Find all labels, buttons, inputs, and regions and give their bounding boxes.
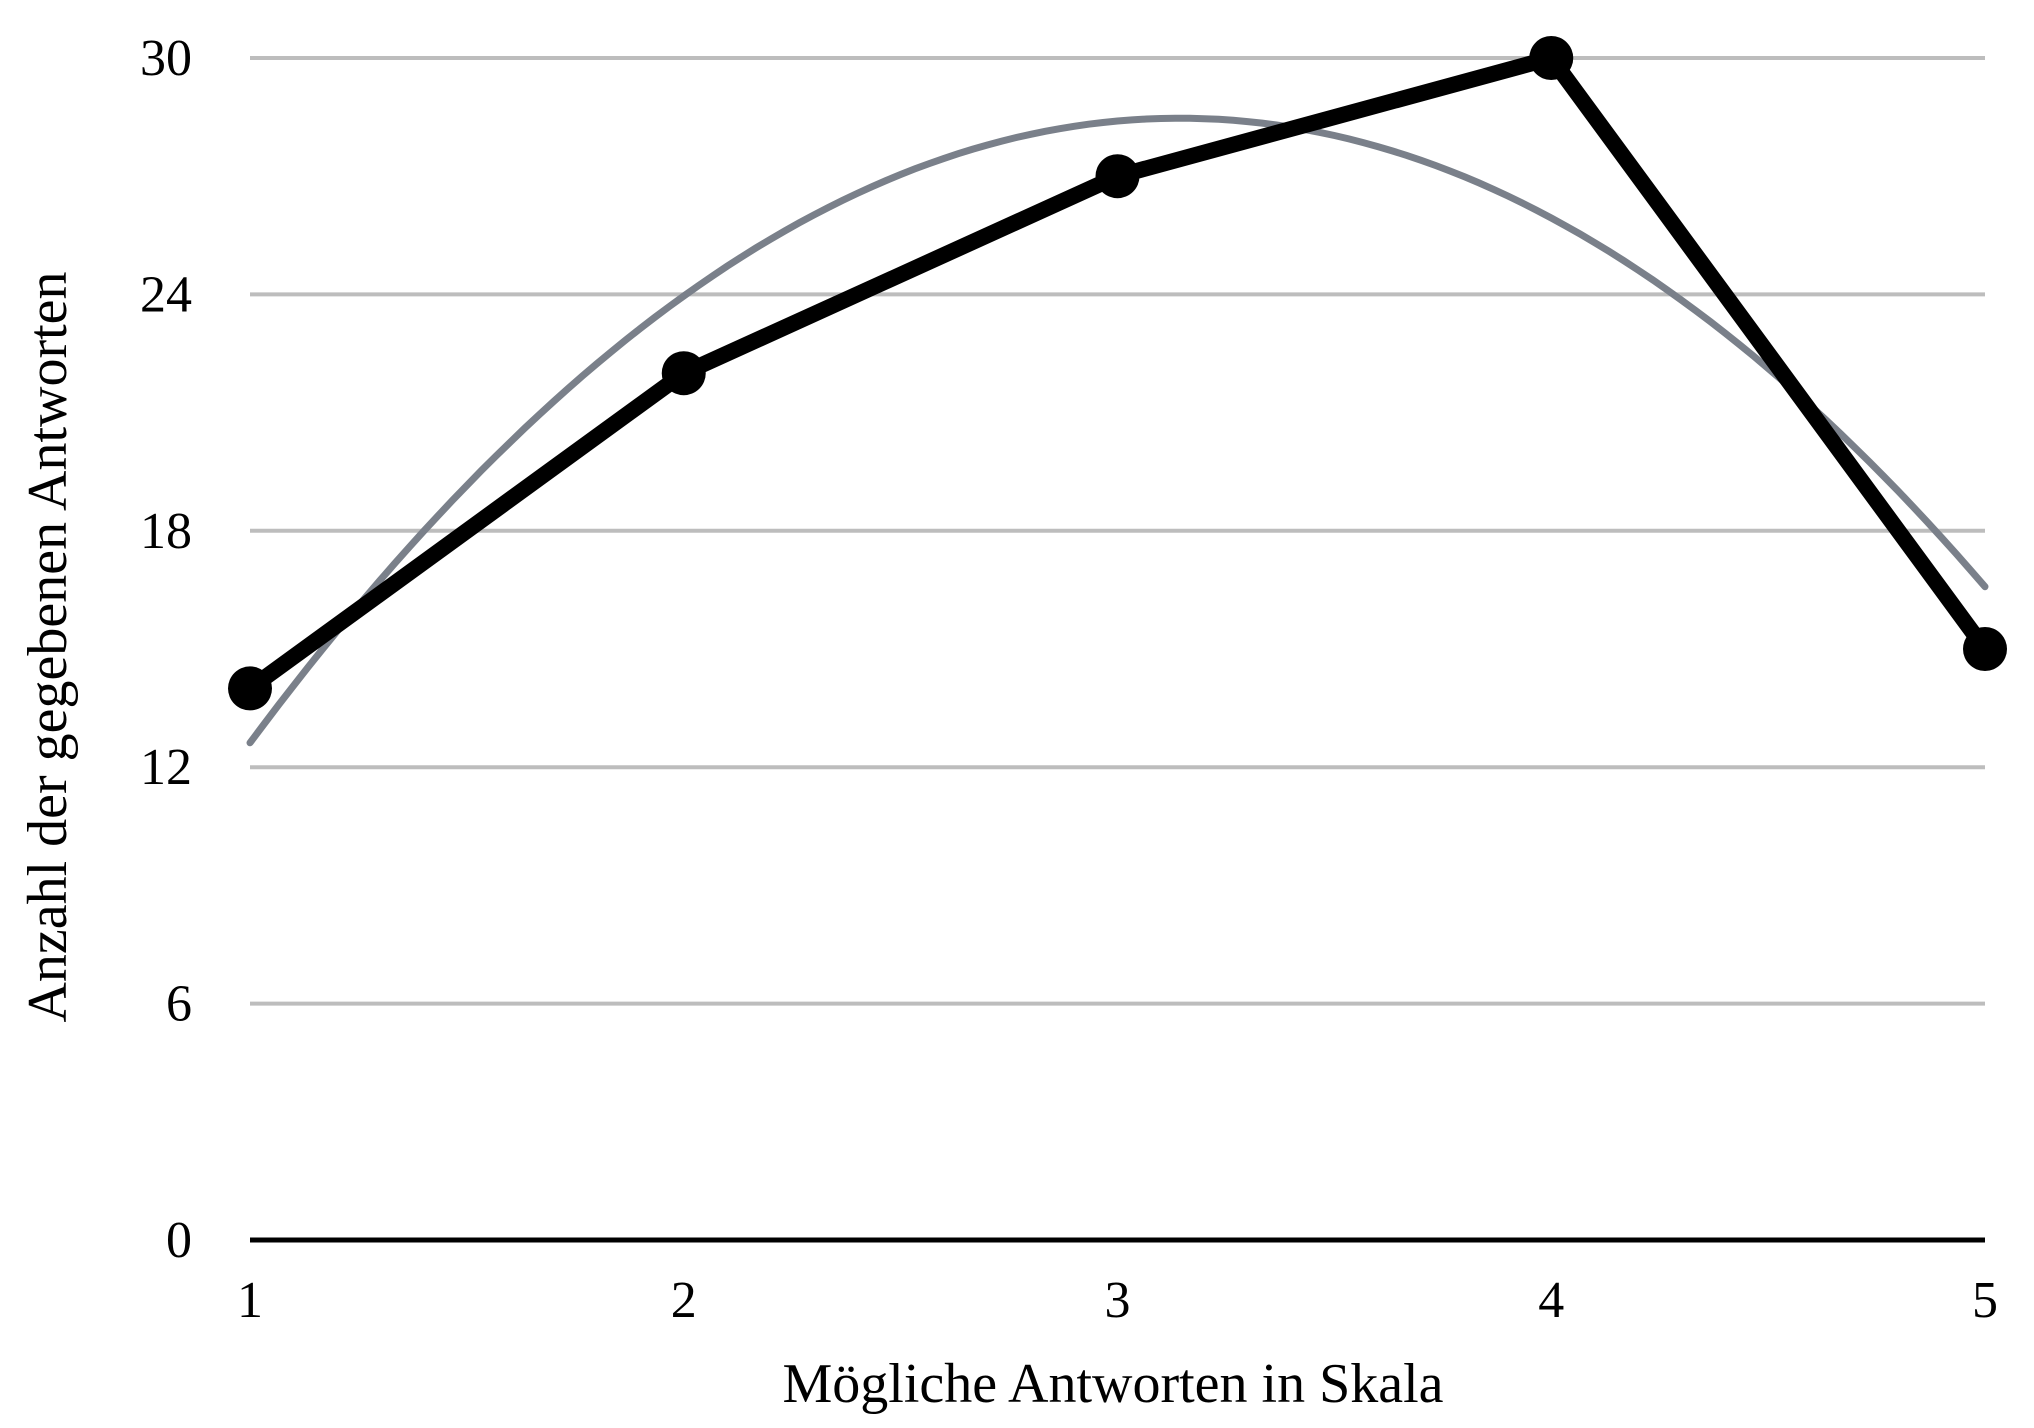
data-point	[228, 666, 272, 711]
data-series	[228, 36, 2007, 711]
x-tick-label: 5	[1972, 1272, 1998, 1329]
y-tick-label: 6	[166, 976, 192, 1033]
trendline	[246, 114, 1989, 747]
y-tick-label: 12	[140, 739, 192, 796]
y-tick-label: 0	[166, 1212, 192, 1269]
x-tick-label: 2	[671, 1272, 697, 1329]
y-axis-title: Anzahl der gegebenen Antworten	[17, 271, 79, 1022]
trendline-curve	[246, 114, 1989, 747]
x-axis-tick-labels: 1 2 3 4 5	[237, 1272, 1998, 1329]
data-point	[1963, 627, 2007, 671]
x-axis-title: Mögliche Antworten in Skala	[782, 1353, 1443, 1415]
data-point	[1529, 36, 1574, 80]
data-point	[661, 351, 706, 396]
gridlines	[250, 56, 1985, 1006]
x-tick-label: 1	[237, 1272, 263, 1329]
y-tick-label: 18	[140, 503, 192, 560]
x-tick-label: 4	[1538, 1272, 1564, 1329]
y-axis-tick-labels: 0 6 12 18 24 30	[140, 30, 192, 1269]
y-tick-label: 24	[140, 266, 192, 323]
y-tick-label: 30	[140, 30, 192, 87]
series-line	[245, 50, 1992, 695]
data-point	[1095, 154, 1140, 199]
x-tick-label: 3	[1105, 1272, 1131, 1329]
